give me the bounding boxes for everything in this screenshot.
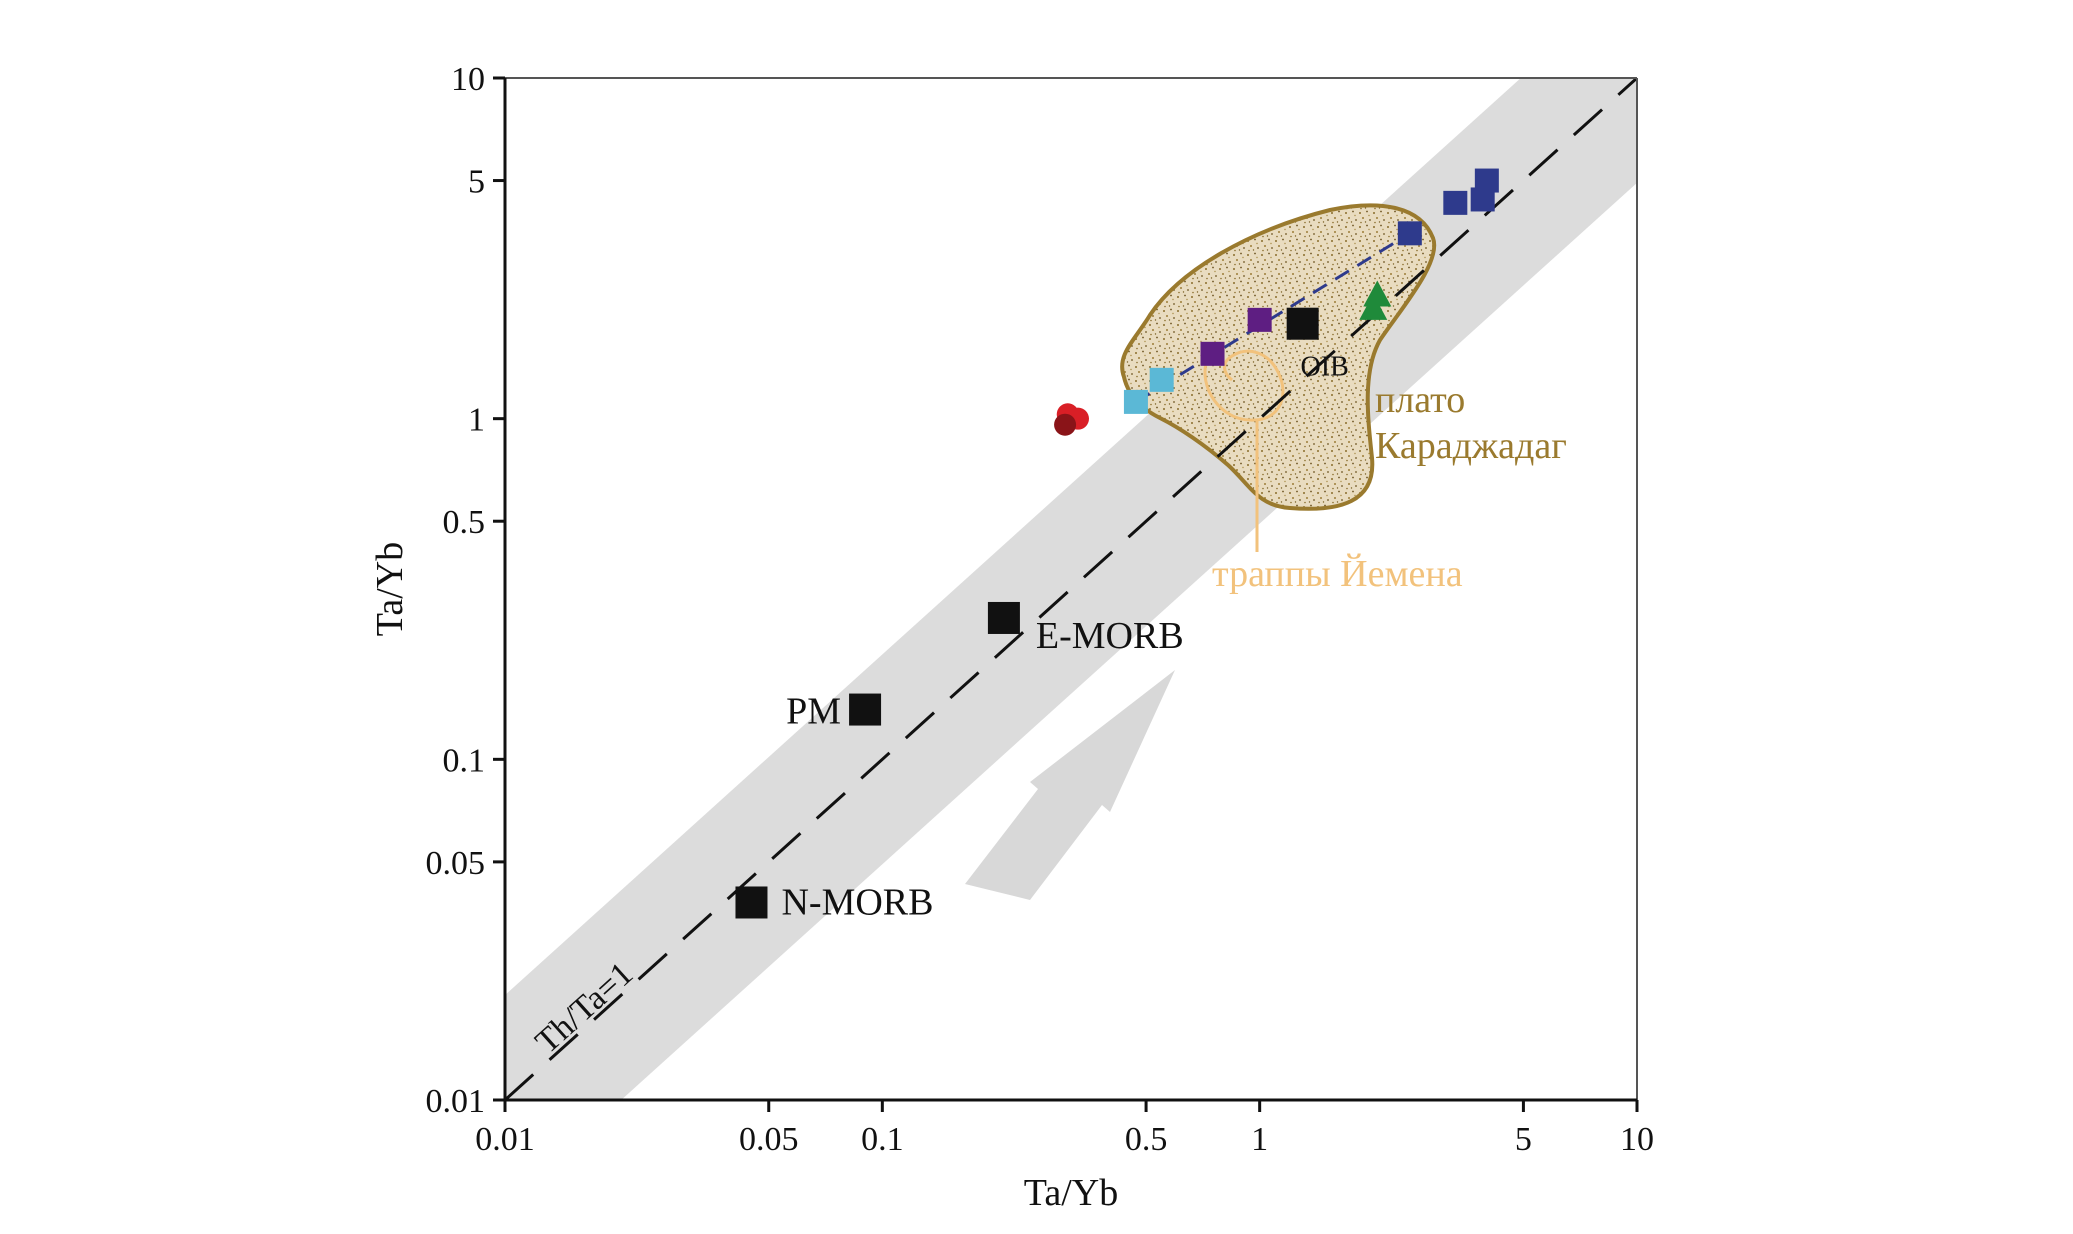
karadzhadag-label-line1: плато xyxy=(1375,379,1465,421)
series-0-point-0 xyxy=(1397,221,1422,246)
x-tick-label-1: 0.05 xyxy=(739,1121,799,1158)
series-1-point-1 xyxy=(1247,307,1272,332)
enrichment-arrow-shape xyxy=(965,670,1175,900)
yemen-traps-region xyxy=(1203,349,1285,422)
y-tick-label-3: 0.5 xyxy=(443,504,486,541)
y-tick-label-2: 0.1 xyxy=(443,742,486,779)
series-1-point-0 xyxy=(1200,341,1225,366)
reference-points: N-MORB PM E-MORB OIB xyxy=(735,307,1349,923)
y-tick-label-1: 0.05 xyxy=(426,845,486,882)
y-tick-label-4: 1 xyxy=(468,402,485,439)
series-2-point-1 xyxy=(1149,367,1174,392)
ref-point-e-morb xyxy=(987,601,1020,634)
reference-line xyxy=(505,78,1637,1100)
series-4-point-2 xyxy=(1054,413,1077,436)
ref-label-pm: PM xyxy=(786,691,841,733)
y-tick-label-5: 5 xyxy=(468,164,485,201)
x-tick-label-2: 0.1 xyxy=(861,1121,904,1158)
x-tick-label-3: 0.5 xyxy=(1125,1121,1168,1158)
y-axis-title: Ta/Yb xyxy=(369,542,411,636)
x-tick-label-6: 10 xyxy=(1620,1121,1654,1158)
series-3-point-1 xyxy=(1363,280,1392,307)
enrichment-arrow xyxy=(965,670,1175,900)
x-axis-title: Ta/Yb xyxy=(1024,1172,1118,1214)
yemen-traps-label: траппы Йемена xyxy=(1212,553,1463,595)
series-0-point-3 xyxy=(1474,168,1499,193)
ref-label-e-morb: E-MORB xyxy=(1036,615,1184,657)
series-2-point-0 xyxy=(1123,389,1148,414)
trend-line xyxy=(1135,232,1411,404)
ref-point-n-morb xyxy=(735,886,768,919)
th-ta-1-line xyxy=(505,78,1637,1100)
x-tick-label-4: 1 xyxy=(1251,1121,1268,1158)
x-tick-label-0: 0.01 xyxy=(475,1121,535,1158)
ref-label-n-morb: N-MORB xyxy=(781,881,933,923)
y-tick-label-6: 10 xyxy=(451,61,485,98)
axes: 0.01 0.05 0.1 0.5 1 5 10 0.01 0.05 0.1 0.5 1 5 10 xyxy=(426,61,1655,1158)
data-series xyxy=(1054,168,1499,436)
ref-point-oib xyxy=(1286,307,1319,340)
series-3-point-0 xyxy=(1359,293,1388,320)
x-tick-label-5: 5 xyxy=(1515,1121,1532,1158)
ref-label-oib: OIB xyxy=(1301,352,1349,383)
ref-point-pm xyxy=(849,693,882,726)
karadzhadag-label-line2: Караджадаг xyxy=(1375,425,1567,467)
series-0-point-1 xyxy=(1443,190,1468,215)
y-tick-label-0: 0.01 xyxy=(426,1083,486,1120)
